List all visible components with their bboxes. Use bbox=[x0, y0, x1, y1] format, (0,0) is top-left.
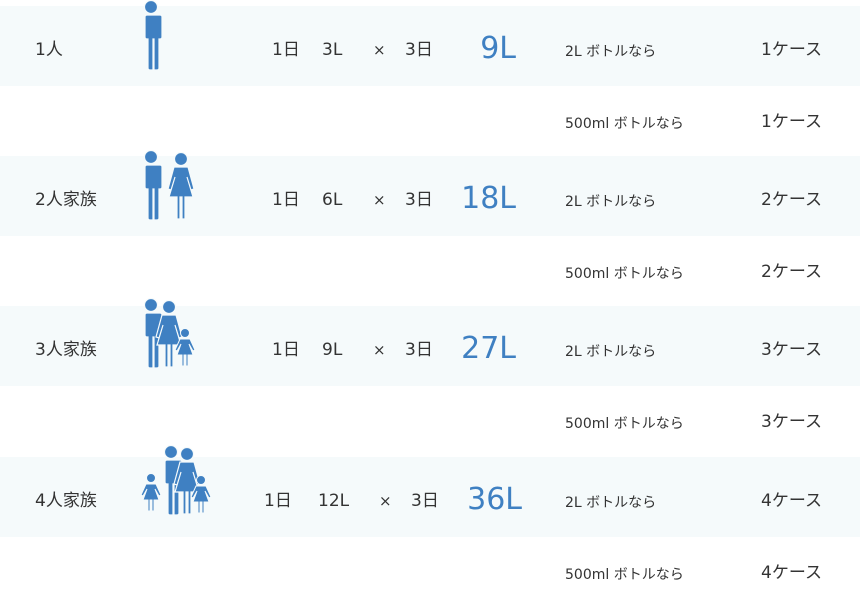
per-day-amount: 9L bbox=[322, 340, 343, 360]
per-day-label: 1日 bbox=[272, 340, 300, 360]
times-sign: × bbox=[373, 341, 386, 359]
row-band bbox=[0, 457, 860, 537]
bottle-2l-label: 2L ボトルなら bbox=[565, 495, 657, 511]
total-amount: 18L bbox=[461, 181, 516, 216]
times-sign: × bbox=[379, 492, 392, 510]
cases-2l: 3ケース bbox=[761, 340, 822, 360]
bottle-2l-label: 2L ボトルなら bbox=[565, 344, 657, 360]
bottle-500ml-label: 500ml ボトルなら bbox=[565, 116, 684, 132]
bottle-500ml-label: 500ml ボトルなら bbox=[565, 416, 684, 432]
cases-500ml: 3ケース bbox=[761, 412, 822, 432]
days-label: 3日 bbox=[405, 190, 433, 210]
row-band bbox=[0, 156, 860, 236]
cases-500ml: 2ケース bbox=[761, 262, 822, 282]
cases-500ml: 4ケース bbox=[761, 563, 822, 583]
per-day-amount: 12L bbox=[318, 491, 350, 511]
family-4-icon bbox=[140, 445, 212, 516]
household-label: 3人家族 bbox=[35, 340, 97, 360]
per-day-label: 1日 bbox=[272, 40, 300, 60]
person-icon bbox=[141, 0, 163, 71]
cases-2l: 1ケース bbox=[761, 40, 822, 60]
household-label: 2人家族 bbox=[35, 190, 97, 210]
days-label: 3日 bbox=[411, 491, 439, 511]
household-label: 1人 bbox=[35, 40, 63, 60]
cases-500ml: 1ケース bbox=[761, 112, 822, 132]
bottle-2l-label: 2L ボトルなら bbox=[565, 194, 657, 210]
total-amount: 9L bbox=[480, 31, 516, 66]
row-4-family: 4人家族 1日 12L × 3日 36L 2L ボトルなら 4ケース 500ml… bbox=[0, 445, 860, 607]
times-sign: × bbox=[373, 41, 386, 59]
cases-2l: 2ケース bbox=[761, 190, 822, 210]
bottle-2l-label: 2L ボトルなら bbox=[565, 44, 657, 60]
row-2-couple: 2人家族 1日 6L × 3日 18L 2L ボトルなら 2ケース 500ml … bbox=[0, 150, 860, 306]
per-day-amount: 3L bbox=[322, 40, 343, 60]
row-3-family: 3人家族 1日 9L × 3日 27L 2L ボトルなら 3ケース 500ml … bbox=[0, 298, 860, 456]
per-day-label: 1日 bbox=[272, 190, 300, 210]
household-label: 4人家族 bbox=[35, 491, 97, 511]
family-3-icon bbox=[141, 298, 196, 369]
bottle-500ml-label: 500ml ボトルなら bbox=[565, 266, 684, 282]
days-label: 3日 bbox=[405, 340, 433, 360]
row-1-person: 1人 1日 3L × 3日 9L 2L ボトルなら 1ケース 500ml ボトル… bbox=[0, 0, 860, 156]
times-sign: × bbox=[373, 191, 386, 209]
row-band bbox=[0, 306, 860, 386]
bottle-500ml-label: 500ml ボトルなら bbox=[565, 567, 684, 583]
couple-icon bbox=[141, 150, 195, 221]
days-label: 3日 bbox=[405, 40, 433, 60]
total-amount: 27L bbox=[461, 331, 516, 366]
cases-2l: 4ケース bbox=[761, 491, 822, 511]
per-day-amount: 6L bbox=[322, 190, 343, 210]
total-amount: 36L bbox=[467, 482, 522, 517]
row-band bbox=[0, 6, 860, 86]
per-day-label: 1日 bbox=[264, 491, 292, 511]
